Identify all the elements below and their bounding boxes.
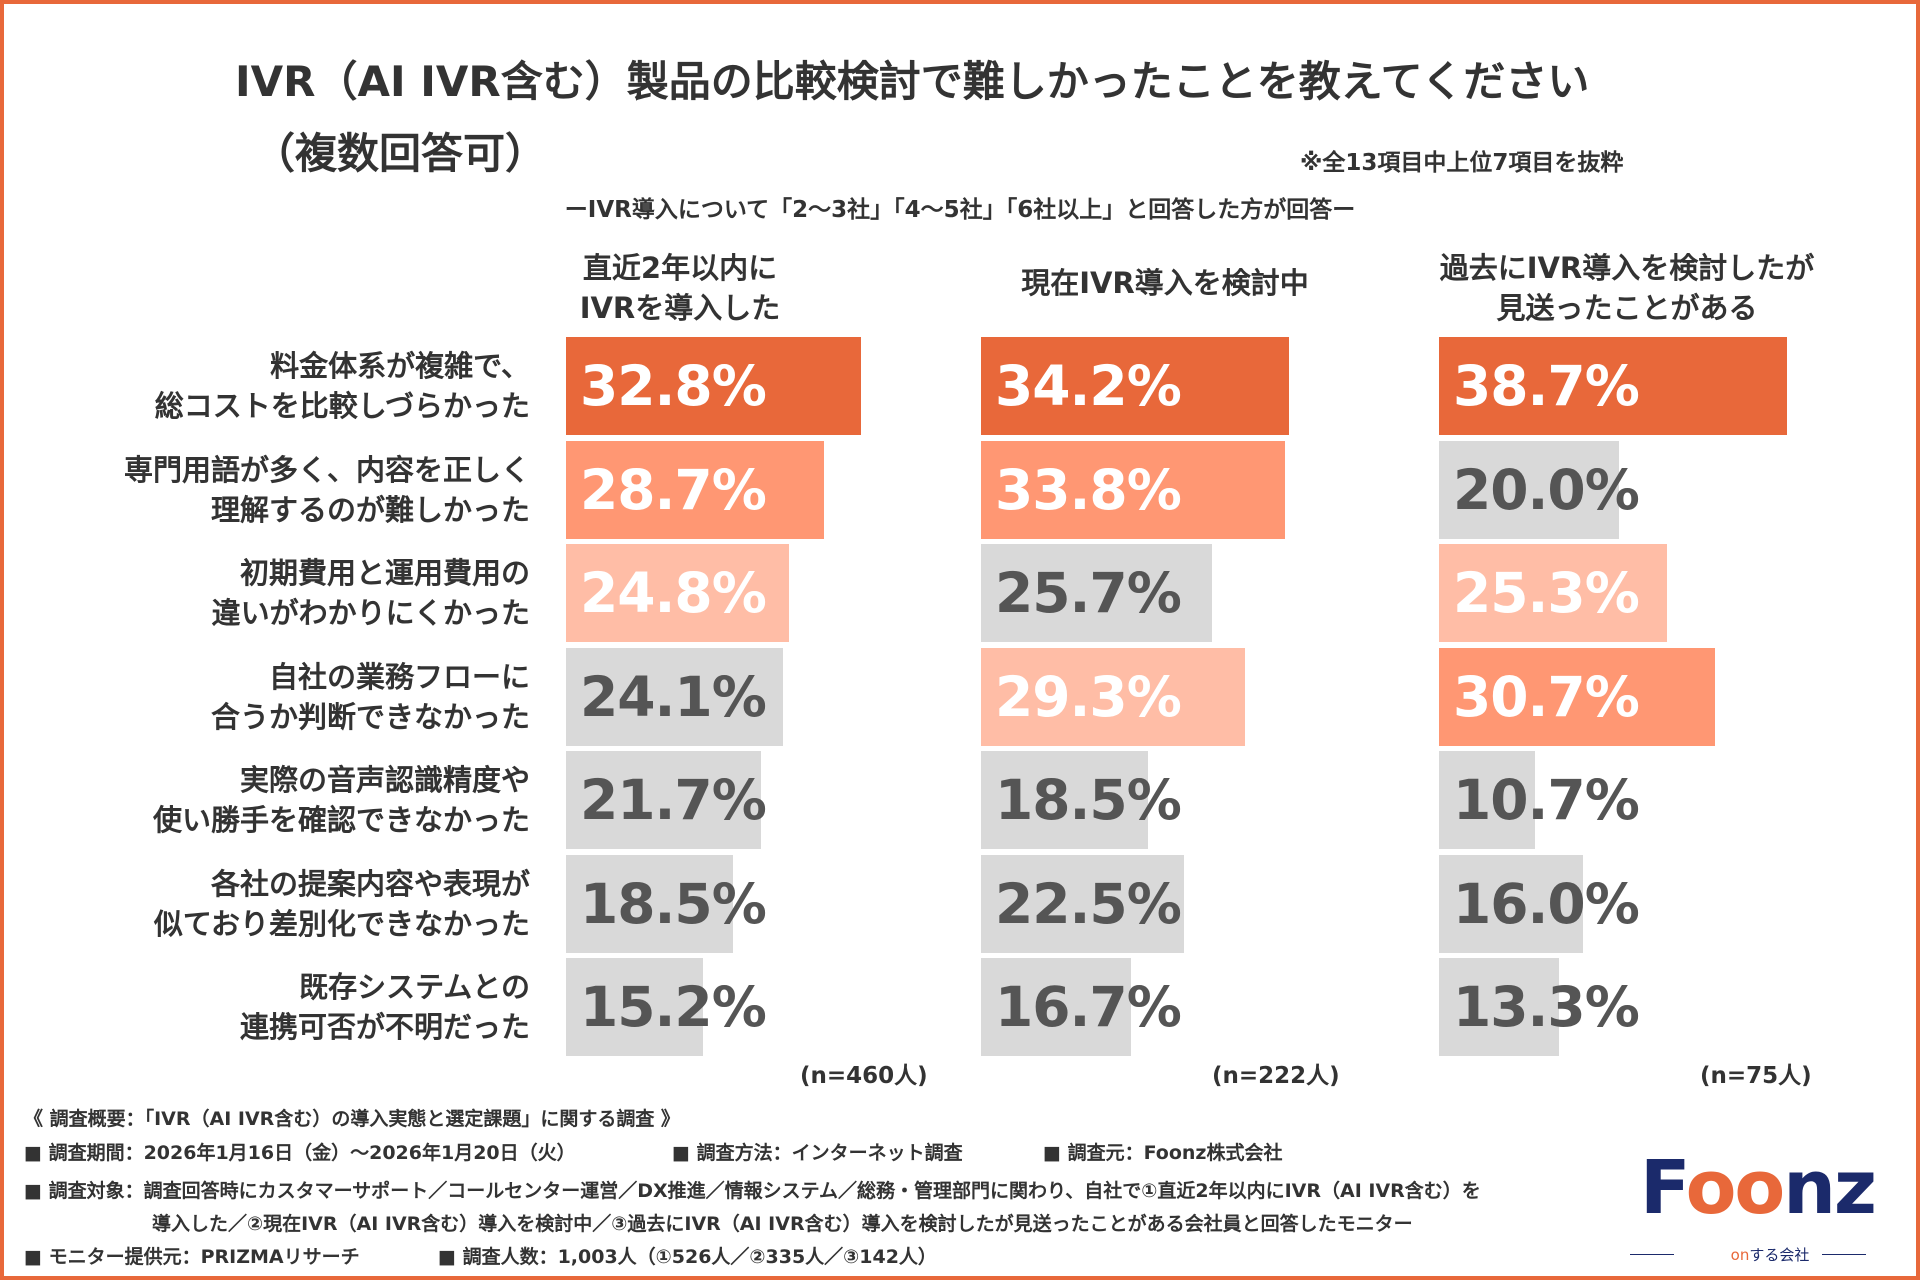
- logo-line-left: [1630, 1254, 1674, 1255]
- bar-s1-r5: [566, 751, 762, 849]
- value-label-s1-r6: 18.5%: [580, 871, 767, 936]
- bar-s1-r6: [566, 854, 733, 953]
- category-label-1: 料金体系が複雑で、 総コストを比較しづらかった: [154, 349, 530, 423]
- bar-s2-r6: [981, 854, 1184, 953]
- footer-sample: ■ 調査人数：1,003人（①526人／②335人／③142人）: [438, 1246, 937, 1268]
- sample-size-3: (n=75人): [1700, 1063, 1812, 1089]
- chart-title: IVR（AI IVR含む）製品の比較検討で難しかったことを教えてください: [235, 57, 1590, 106]
- category-label-5: 実際の音声認識精度や 使い勝手を確認できなかった: [152, 763, 530, 837]
- value-label-s2-r7: 16.7%: [995, 975, 1182, 1039]
- bar-s2-r5: [981, 751, 1148, 849]
- bar-s2-r2: [981, 440, 1286, 539]
- bar-s3-r1: [1439, 337, 1788, 435]
- bar-s3-r6: [1439, 854, 1583, 953]
- footer-target-cont: 導入した／②現在IVR（AI IVR含む）導入を検討中／③過去にIVR（AI I…: [152, 1213, 1413, 1235]
- bar-s1-r2: [566, 440, 825, 539]
- bar-s3-r7: [1439, 958, 1559, 1056]
- value-label-s2-r4: 29.3%: [995, 664, 1182, 729]
- category-label-3: 初期費用と運用費用の 違いがわかりにくかった: [211, 556, 530, 630]
- category-label-2: 専門用語が多く、内容を正しく 理解するのが難しかった: [123, 452, 530, 527]
- column-header-1: 直近2年以内に IVRを導入した: [579, 251, 781, 325]
- value-label-s3-r2: 20.0%: [1453, 457, 1640, 522]
- bar-s3-r5: [1439, 751, 1536, 849]
- bar-s3-r3: [1439, 544, 1667, 642]
- column-header-2: 現在IVR導入を検討中: [1021, 266, 1309, 300]
- chart-title-line2: （複数回答可）: [253, 129, 548, 178]
- value-label-s2-r6: 22.5%: [995, 871, 1182, 936]
- bar-s1-r7: [566, 958, 703, 1056]
- value-label-s3-r4: 30.7%: [1453, 664, 1640, 729]
- footer-source: ■ 調査元：Foonz株式会社: [1043, 1142, 1283, 1164]
- value-label-s3-r1: 38.7%: [1453, 354, 1640, 418]
- footer-survey-title: 《 調査概要：「IVR（AI IVR含む）の導入実態と選定課題」に関する調査 》: [24, 1108, 680, 1130]
- foonz-logo: Foonz: [1640, 1145, 1877, 1231]
- logo-line-right: [1822, 1254, 1866, 1255]
- value-label-s2-r1: 34.2%: [995, 354, 1182, 418]
- value-label-s3-r6: 16.0%: [1453, 871, 1640, 936]
- value-label-s1-r1: 32.8%: [580, 354, 767, 418]
- category-label-4: 自社の業務フローに 合うか判断できなかった: [210, 659, 530, 734]
- value-label-s3-r5: 10.7%: [1453, 768, 1640, 832]
- value-label-s1-r5: 21.7%: [580, 768, 767, 832]
- footer-target: ■ 調査対象：調査回答時にカスタマーサポート／コールセンター運営／DX推進／情報…: [24, 1180, 1481, 1202]
- sample-size-1: (n=460人): [800, 1063, 928, 1089]
- chart-note: ※全13項目中上位7項目を抜粋: [1300, 150, 1624, 176]
- sample-size-2: (n=222人): [1212, 1063, 1340, 1089]
- value-label-s1-r7: 15.2%: [580, 975, 767, 1039]
- footer-provider: ■ モニター提供元：PRIZMAリサーチ: [24, 1246, 360, 1268]
- footer-method: ■ 調査方法：インターネット調査: [672, 1142, 963, 1164]
- column-header-3: 過去にIVR導入を検討したが 見送ったことがある: [1439, 251, 1815, 325]
- value-label-s3-r3: 25.3%: [1453, 561, 1640, 625]
- bar-s1-r4: [566, 647, 783, 746]
- value-label-s3-r7: 13.3%: [1453, 975, 1640, 1039]
- value-label-s1-r2: 28.7%: [580, 457, 767, 522]
- value-label-s2-r5: 18.5%: [995, 768, 1182, 832]
- bar-s1-r3: [566, 544, 790, 642]
- logo-tagline: onする会社: [1730, 1246, 1810, 1264]
- value-label-s1-r3: 24.8%: [580, 561, 767, 625]
- value-label-s1-r4: 24.1%: [580, 664, 767, 729]
- bar-s2-r1: [981, 337, 1289, 435]
- bar-s3-r2: [1439, 440, 1619, 539]
- bar-s1-r1: [566, 337, 862, 435]
- bar-s2-r3: [981, 544, 1213, 642]
- bar-s2-r7: [981, 958, 1132, 1056]
- category-label-6: 各社の提案内容や表現が 似ており差別化できなかった: [153, 866, 530, 941]
- bar-s3-r4: [1439, 647, 1716, 746]
- chart-subtitle: ーIVR導入について「2～3社」「4～5社」「6社以上」と回答した方が回答ー: [564, 197, 1356, 223]
- value-label-s2-r2: 33.8%: [995, 457, 1182, 522]
- value-label-s2-r3: 25.7%: [995, 561, 1182, 625]
- bar-s2-r4: [981, 647, 1245, 746]
- category-label-7: 既存システムとの 連携可否が不明だった: [239, 970, 530, 1044]
- footer-period: ■ 調査期間：2026年1月16日（金）～2026年1月20日（火）: [24, 1142, 576, 1164]
